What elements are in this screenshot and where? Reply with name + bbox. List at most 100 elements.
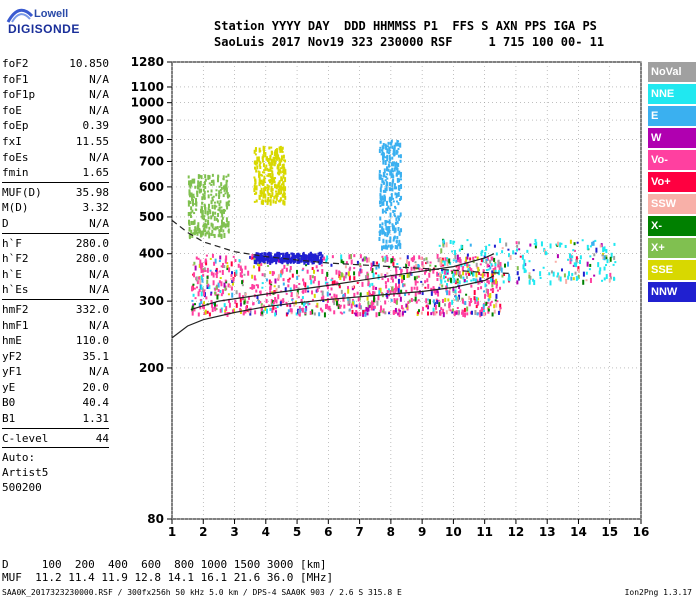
echo-point: [390, 142, 393, 145]
echo-point: [258, 194, 261, 200]
echo-point: [277, 154, 280, 158]
echo-point: [299, 254, 302, 260]
echo-point: [427, 283, 430, 289]
echo-point: [391, 187, 394, 192]
version-info: Ion2Png 1.3.17: [624, 588, 692, 597]
echo-point: [429, 261, 432, 264]
echo-point: [415, 300, 418, 304]
echo-point: [280, 252, 283, 255]
echo-point: [324, 281, 327, 285]
echo-point: [416, 311, 419, 315]
echo-point: [526, 249, 529, 253]
echo-point: [398, 274, 401, 277]
echo-point: [394, 183, 397, 186]
y-tick-label: 200: [139, 361, 164, 375]
echo-point: [482, 303, 485, 309]
echo-point: [296, 256, 299, 259]
echo-point: [400, 305, 403, 310]
echo-point: [298, 253, 301, 257]
echo-point: [281, 178, 284, 182]
echo-point: [603, 255, 606, 261]
echo-point: [279, 197, 282, 202]
echo-point: [269, 252, 272, 256]
echo-point: [483, 273, 486, 277]
echo-point: [552, 271, 555, 277]
echo-point: [443, 260, 446, 266]
echo-point: [192, 193, 195, 197]
direction-legend: NoVal NNE E W Vo- Vo+ SSW X- X+ SSE NNW: [648, 62, 696, 304]
echo-point: [266, 188, 269, 193]
echo-point: [361, 258, 364, 262]
echo-point: [265, 156, 268, 161]
echo-point: [391, 146, 394, 149]
echo-point: [196, 280, 199, 285]
echo-point: [220, 186, 223, 190]
echo-point: [228, 267, 231, 273]
echo-point: [479, 277, 482, 282]
echo-point: [198, 276, 201, 280]
echo-point: [272, 301, 275, 305]
echo-point: [465, 275, 468, 279]
echo-point: [390, 139, 393, 143]
echo-point: [386, 226, 389, 231]
param-name: M(D): [2, 201, 29, 215]
echo-point: [387, 244, 390, 248]
echo-point: [589, 277, 592, 283]
echo-point: [272, 255, 275, 258]
echo-point: [416, 275, 419, 279]
echo-point: [261, 156, 264, 160]
y-tick-label: 80: [147, 512, 164, 526]
echo-point: [348, 275, 351, 281]
echo-point: [317, 286, 320, 289]
echo-point: [480, 307, 483, 313]
echo-point: [456, 258, 459, 263]
echo-point: [204, 309, 207, 315]
echo-point: [405, 259, 408, 265]
echo-point: [401, 311, 404, 316]
echo-point: [348, 298, 351, 304]
echo-point: [230, 286, 233, 291]
echo-point: [396, 220, 399, 224]
echo-point: [199, 183, 202, 188]
echo-point: [319, 251, 322, 254]
echo-point: [353, 292, 356, 297]
echo-point: [224, 279, 227, 282]
echo-point: [493, 244, 496, 248]
echo-point: [271, 258, 274, 263]
echo-point: [253, 255, 256, 258]
param-row: h`Es N/A: [2, 282, 109, 298]
echo-point: [390, 258, 393, 264]
echo-point: [451, 271, 454, 275]
echo-point: [203, 230, 206, 233]
echo-point: [373, 291, 376, 295]
echo-point: [430, 312, 433, 316]
echo-point: [207, 216, 210, 220]
echo-point: [232, 277, 235, 282]
echo-point: [389, 244, 392, 250]
echo-point: [454, 289, 457, 294]
echo-point: [373, 305, 376, 309]
echo-point: [200, 275, 203, 281]
echo-point: [571, 272, 574, 276]
echo-point: [575, 259, 578, 263]
echo-point: [281, 146, 284, 150]
echo-point: [514, 252, 517, 255]
echo-point: [219, 200, 222, 204]
echo-point: [396, 298, 399, 301]
echo-point: [191, 202, 194, 207]
echo-point: [298, 282, 301, 285]
echo-point: [198, 263, 201, 268]
echo-point: [452, 273, 455, 276]
echo-point: [483, 312, 486, 317]
echo-point: [492, 288, 495, 292]
echo-point: [436, 278, 439, 282]
echo-point: [309, 275, 312, 281]
echo-point: [266, 201, 269, 206]
echo-point: [477, 281, 480, 285]
echo-point: [542, 266, 545, 269]
echo-point: [313, 276, 316, 282]
dashed-profile-curve: [171, 219, 510, 274]
echo-point: [243, 273, 246, 276]
echo-point: [474, 310, 477, 316]
